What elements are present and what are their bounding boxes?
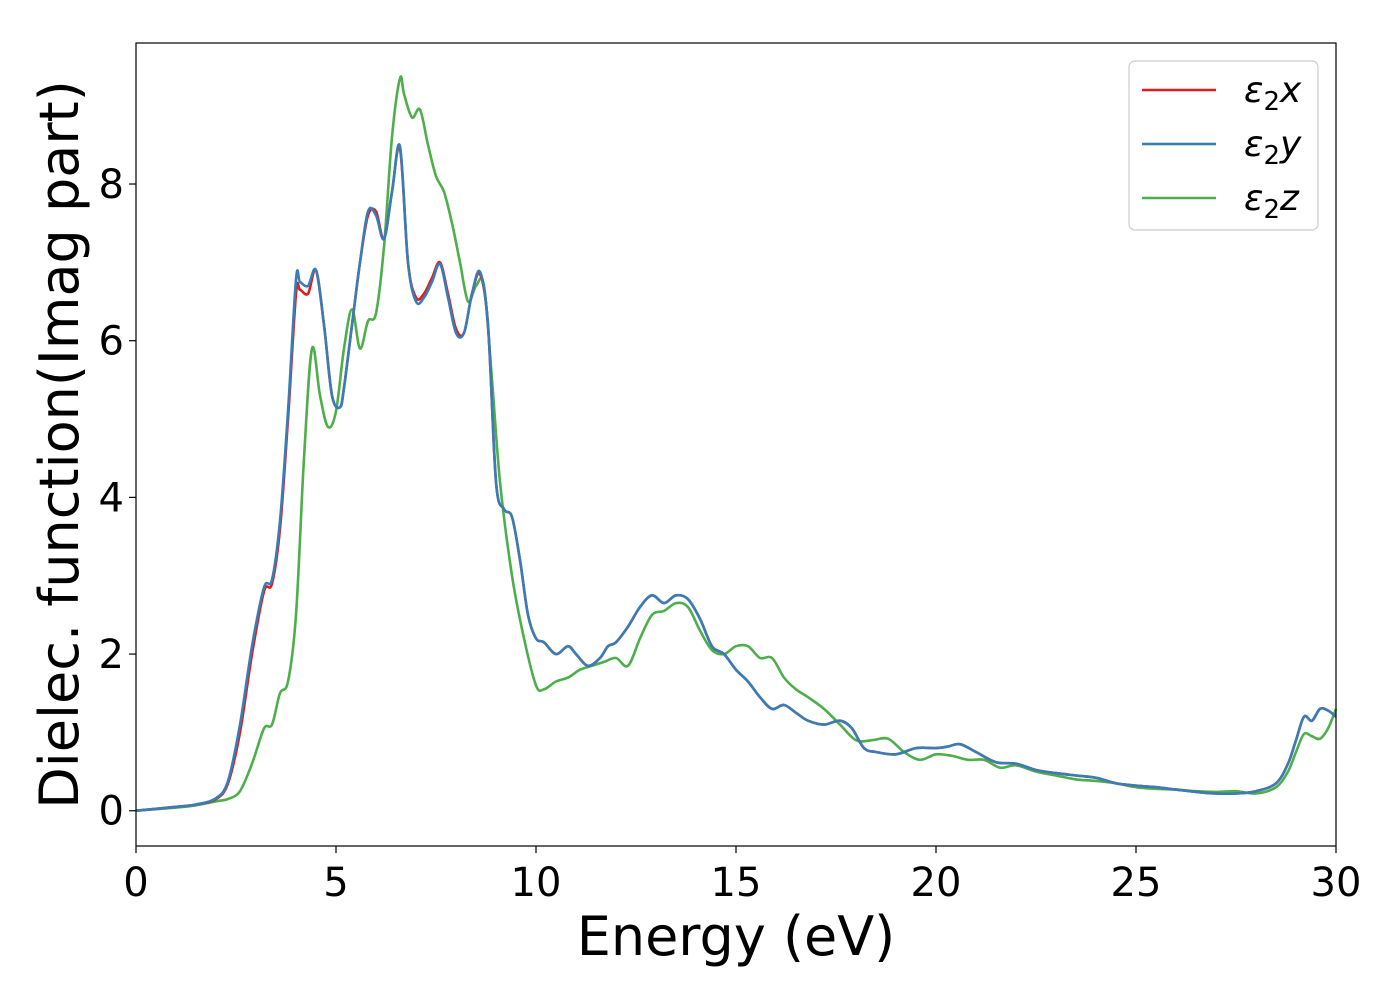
y-axis-title: Dielec. function(Imag part): [28, 80, 91, 809]
series-layer: [135, 75, 1338, 812]
y-tick-label: 2: [99, 632, 124, 678]
legend-label-x: ε2x: [1244, 70, 1302, 117]
y-tick-label: 8: [99, 162, 124, 208]
x-axis-title: Energy (eV): [577, 905, 896, 968]
y-tick-label: 0: [99, 789, 124, 835]
series-line-y: [135, 143, 1337, 812]
x-tick-label: 10: [511, 860, 562, 906]
x-axis-ticks: 0 5 10 15 20 25 30: [123, 846, 1361, 906]
legend-label-z: ε2z: [1244, 178, 1300, 225]
x-tick-label: 15: [711, 860, 762, 906]
y-axis-ticks: 0 2 4 6 8: [99, 162, 136, 835]
y-tick-label: 6: [99, 319, 124, 365]
x-tick-label: 25: [1111, 860, 1162, 906]
y-tick-label: 4: [99, 475, 124, 521]
x-tick-label: 30: [1311, 860, 1362, 906]
legend: ε2x ε2y ε2z: [1128, 60, 1319, 231]
x-tick-label: 20: [911, 860, 962, 906]
x-tick-label: 0: [123, 860, 148, 906]
x-tick-label: 5: [323, 860, 348, 906]
series-line-z: [135, 75, 1338, 812]
legend-box: [1128, 60, 1319, 231]
legend-label-y: ε2y: [1244, 124, 1302, 171]
